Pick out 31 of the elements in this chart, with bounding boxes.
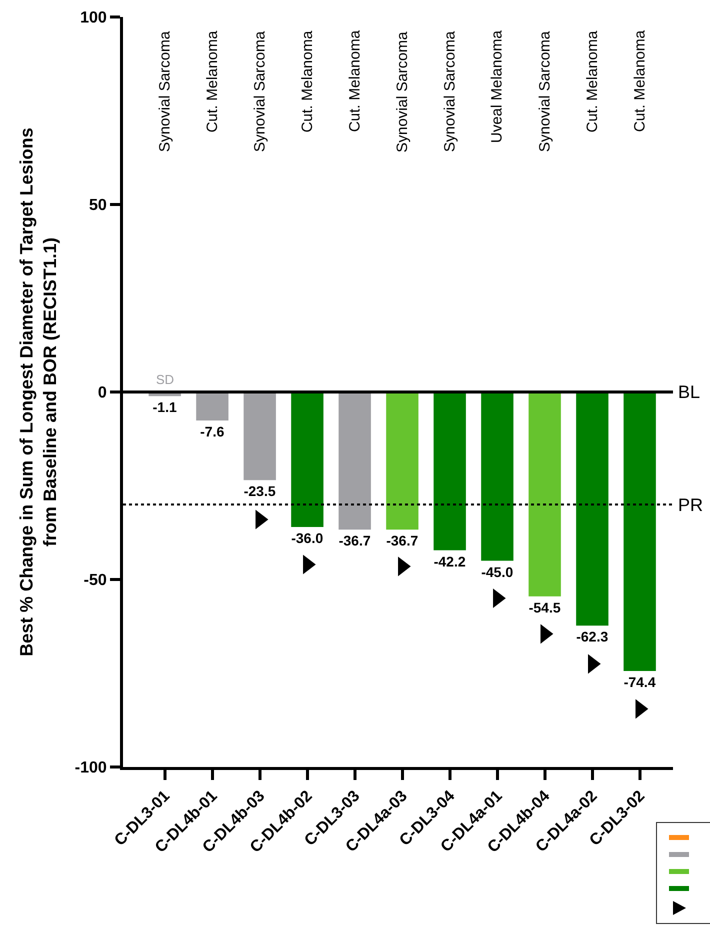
data-label: -1.1 (152, 399, 177, 416)
annotation: Synovial Sarcoma (442, 30, 459, 152)
data-label: -62.3 (576, 628, 608, 645)
y-tick-label: 0 (98, 384, 107, 402)
data-label: -54.5 (528, 599, 561, 616)
y-tick-label: 50 (89, 197, 107, 214)
annotation: Uveal Melanoma (488, 30, 506, 144)
data-label: -36.7 (386, 532, 418, 549)
ref-line-label: BL (678, 382, 700, 402)
y-axis-title: Best % Change in Sum of Longest Diameter of Target Lesions from Baseline and BOR (RECIST1.1) (16, 128, 60, 656)
annotation: Cut. Melanoma (584, 30, 602, 133)
y-tick-label: -50 (84, 572, 107, 590)
data-label: -45.0 (481, 564, 514, 580)
data-label: -42.2 (434, 553, 466, 570)
annotation: Cut. Melanoma (346, 30, 364, 132)
data-label: -7.6 (200, 424, 224, 440)
annotation: Synovial Sarcoma (536, 30, 554, 152)
annotation: Cut. Melanoma (632, 30, 648, 132)
annotation: Synovial Sarcoma (156, 30, 174, 152)
y-tick-label: 100 (80, 10, 107, 27)
data-label: -23.5 (244, 483, 276, 500)
annotation: Cut. Melanoma (299, 30, 316, 133)
annotation: Synovial Sarcoma (394, 30, 412, 153)
data-label: -36.0 (291, 530, 324, 546)
data-label: -36.7 (338, 532, 371, 549)
annotation: Cut. Melanoma (204, 30, 222, 133)
y-tick-label: -100 (74, 760, 107, 777)
data-label: -74.4 (624, 674, 656, 690)
annotation: SD (156, 372, 174, 387)
ref-line-label: PR (678, 495, 704, 515)
annotation: Synovial Sarcoma (252, 30, 269, 152)
